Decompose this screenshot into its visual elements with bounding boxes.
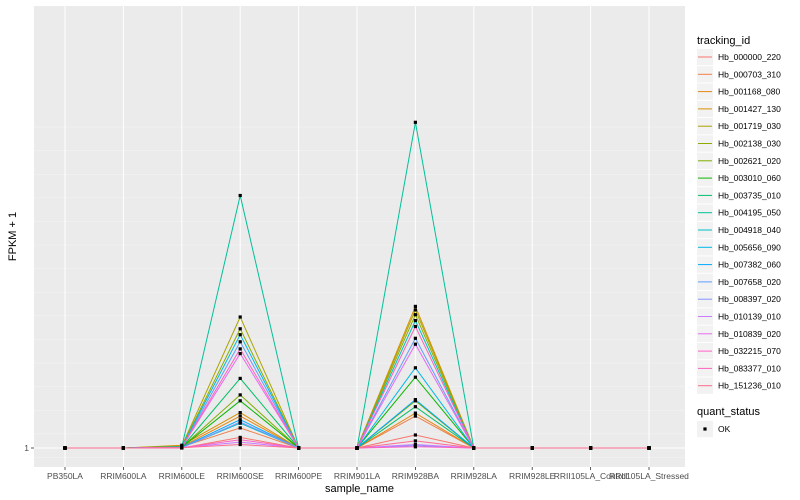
data-point xyxy=(413,319,417,323)
data-point xyxy=(238,193,242,198)
data-point xyxy=(413,439,417,443)
data-point xyxy=(413,304,417,308)
x-tick-label: RRIM928LA xyxy=(451,471,498,481)
data-point xyxy=(530,446,534,450)
x-tick-label: RRII105LA_Control xyxy=(554,471,628,481)
legend-label: Hb_010839_020 xyxy=(718,329,781,339)
data-point xyxy=(355,446,359,450)
data-point xyxy=(297,446,301,450)
y-axis-ticks: 1 xyxy=(24,443,34,453)
x-tick-label: RRIM600LE xyxy=(159,471,206,481)
data-point xyxy=(238,438,242,442)
data-point xyxy=(413,442,417,447)
data-point xyxy=(180,446,184,450)
legend-label: Hb_000000_220 xyxy=(718,52,781,62)
x-tick-label: PB350LA xyxy=(47,471,83,481)
data-point xyxy=(238,315,242,319)
y-tick-label: 1 xyxy=(24,443,29,453)
shape-legend-label: OK xyxy=(718,424,731,434)
data-point xyxy=(238,376,242,380)
data-point xyxy=(238,440,242,444)
y-axis-title: FPKM + 1 xyxy=(7,212,19,261)
legend-label: Hb_007382_060 xyxy=(718,260,781,270)
x-tick-label: RRIM600PE xyxy=(275,471,323,481)
data-point xyxy=(238,333,242,337)
x-tick-label: RRIM600LA xyxy=(100,471,147,481)
x-axis-title: sample_name xyxy=(325,483,394,495)
data-point xyxy=(413,375,417,379)
shape-legend-title: quant_status xyxy=(697,406,760,418)
x-tick-label: RRIM928LE xyxy=(509,471,556,481)
data-point xyxy=(238,435,242,439)
data-point xyxy=(238,418,242,422)
legend-label: Hb_032215_070 xyxy=(718,346,781,356)
data-point xyxy=(238,327,242,331)
data-point xyxy=(413,405,417,409)
legend-label: Hb_004195_050 xyxy=(718,208,781,218)
data-point xyxy=(413,398,417,402)
data-point xyxy=(413,445,417,449)
data-point xyxy=(413,366,417,370)
data-point xyxy=(413,433,417,437)
grid-lines xyxy=(34,6,685,467)
data-point xyxy=(238,426,242,430)
plot-panel xyxy=(34,6,685,467)
x-tick-label: RRII105LA_Stressed xyxy=(609,471,689,481)
data-point xyxy=(238,352,242,356)
data-point xyxy=(413,336,417,340)
data-point xyxy=(238,399,242,403)
data-point xyxy=(238,414,242,418)
x-tick-label: RRIM600SE xyxy=(217,471,265,481)
data-point xyxy=(238,411,242,415)
data-point xyxy=(413,324,417,329)
legend-label: Hb_010139_010 xyxy=(718,312,781,322)
legend-label: Hb_083377_010 xyxy=(718,363,781,373)
data-point xyxy=(413,411,417,415)
data-point xyxy=(647,446,651,450)
x-tick-label: RRIM901LA xyxy=(334,471,381,481)
shape-legend: quant_status OK xyxy=(697,406,760,438)
x-axis-ticks: PB350LA RRIM600LA RRIM600LE RRIM600SE RRIM60… xyxy=(47,467,689,481)
x-tick-label: RRIM928BA xyxy=(392,471,440,481)
color-legend: tracking_id Hb_000000_220 Hb_000703_310 Hb_… xyxy=(697,35,781,394)
data-point xyxy=(63,446,67,450)
legend-label: Hb_000703_310 xyxy=(718,69,781,79)
legend-label: Hb_002621_020 xyxy=(718,156,781,166)
data-point xyxy=(589,446,593,450)
data-point xyxy=(413,313,417,317)
legend-label: Hb_003010_060 xyxy=(718,173,781,183)
data-point xyxy=(238,393,242,397)
data-point xyxy=(121,446,125,450)
data-point xyxy=(238,340,242,344)
data-point xyxy=(238,442,242,447)
legend-label: Hb_007658_020 xyxy=(718,277,781,287)
legend-title: tracking_id xyxy=(697,35,750,47)
legend-label: Hb_001719_030 xyxy=(718,121,781,131)
data-point xyxy=(238,420,242,424)
data-point xyxy=(413,414,417,418)
legend-label: Hb_003735_010 xyxy=(718,190,781,200)
legend-label: Hb_005656_090 xyxy=(718,242,781,252)
shape-legend-symbol xyxy=(703,427,707,431)
data-points xyxy=(63,120,651,450)
legend-label: Hb_004918_040 xyxy=(718,225,781,235)
data-point xyxy=(472,446,476,450)
legend-label: Hb_001427_130 xyxy=(718,104,781,114)
data-point xyxy=(238,347,242,351)
legend-label: Hb_151236_010 xyxy=(718,381,781,391)
data-point xyxy=(413,120,417,124)
legend-label: Hb_008397_020 xyxy=(718,294,781,304)
legend-label: Hb_001168_080 xyxy=(718,87,781,97)
data-point xyxy=(413,308,417,312)
legend-label: Hb_002138_030 xyxy=(718,139,781,149)
data-point xyxy=(413,342,417,346)
